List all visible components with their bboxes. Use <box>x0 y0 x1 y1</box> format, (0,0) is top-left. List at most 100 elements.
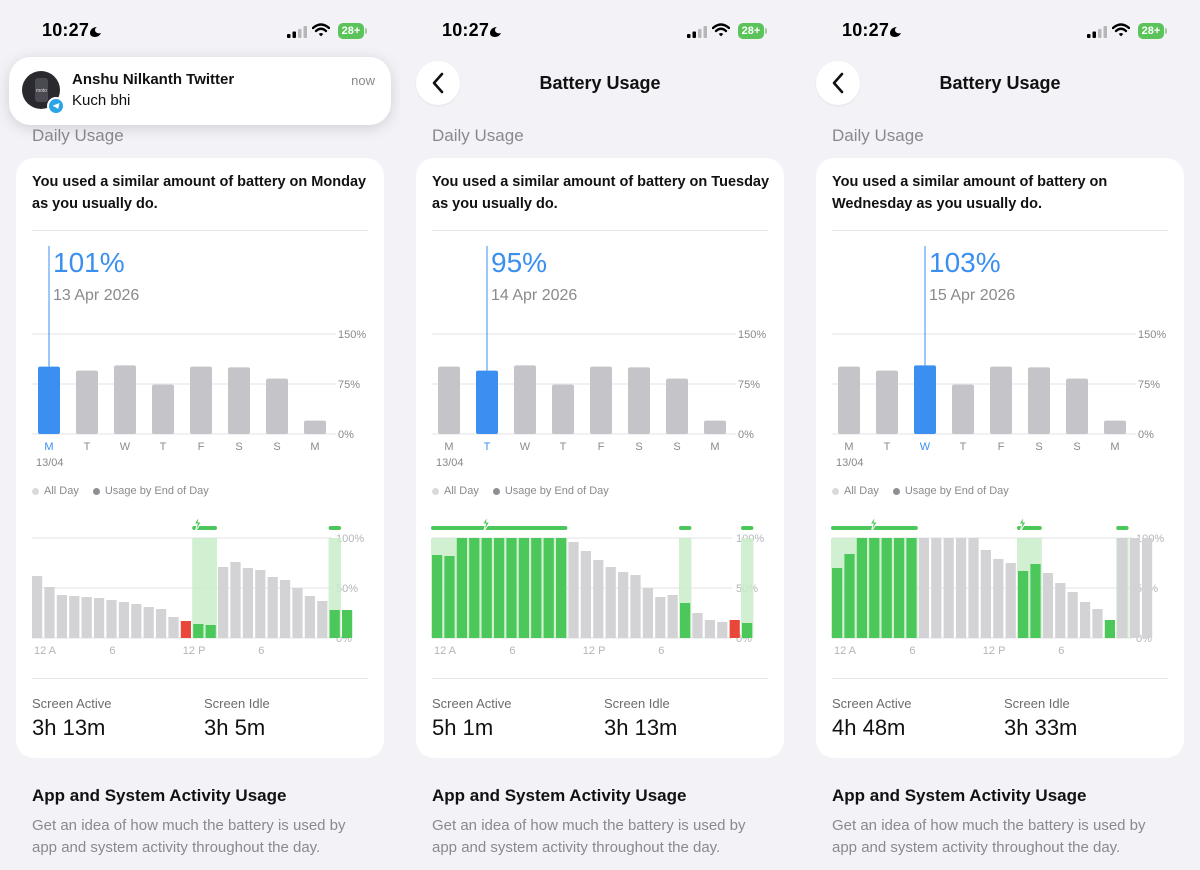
battery-level-bar <box>844 554 855 638</box>
section-title-daily-usage: Daily Usage <box>32 126 124 145</box>
y-tick-label: 0% <box>1138 429 1154 441</box>
battery-level-bar <box>44 587 55 638</box>
legend-label: Usage by End of Day <box>504 485 609 497</box>
screen-idle-label: Screen Idle <box>204 696 270 711</box>
daily-usage-bar <box>990 366 1012 434</box>
screen-active-value: 4h 48m <box>832 715 906 740</box>
battery-level-bar <box>205 625 216 638</box>
battery-level-bar <box>568 542 579 638</box>
daily-usage-bar <box>152 384 174 434</box>
notification-banner[interactable]: moto Anshu Nilkanth Twitter Kuch bhi now <box>9 57 391 125</box>
status-time: 10:27 <box>442 20 490 40</box>
charging-zone <box>741 538 754 638</box>
daily-usage-bar <box>304 420 326 434</box>
daily-usage-bar <box>438 366 460 434</box>
x-tick-label: S <box>635 441 642 453</box>
y-tick-label: 0% <box>338 429 354 441</box>
battery-charts: 150%75%0%95%14 Apr 2026MTWTFSSM13/04100%… <box>431 246 766 657</box>
legend-dot-icon <box>32 487 39 495</box>
wifi-icon <box>1111 23 1131 42</box>
battery-level-bar <box>1104 620 1115 638</box>
y-tick-label: 0% <box>738 429 754 441</box>
wifi-icon <box>711 23 731 42</box>
battery-level-bar <box>56 595 67 638</box>
phone-screen: 10:27 28+ <box>400 0 800 870</box>
battery-level-bar <box>729 620 740 638</box>
charging-indicator-bar <box>679 526 692 530</box>
callout-date: 13 Apr 2026 <box>53 287 139 304</box>
battery-level-bar <box>832 568 843 638</box>
battery-level-bar <box>742 623 753 638</box>
screen-active-value: 5h 1m <box>432 715 494 740</box>
avatar: moto <box>22 71 60 109</box>
divider <box>832 678 1168 679</box>
battery-level-bar <box>642 588 653 638</box>
screen-idle-value: 3h 5m <box>204 715 266 740</box>
nav-bar: Battery Usage <box>800 60 1200 108</box>
daily-usage-bar <box>876 370 898 434</box>
battery-level-bar <box>704 620 715 638</box>
cell-signal-icon <box>687 25 707 43</box>
x-tick-label: T <box>160 441 167 453</box>
battery-level-bar <box>943 538 954 638</box>
battery-level-bar <box>956 538 967 638</box>
daily-usage-bar <box>476 370 498 434</box>
screen-active-label: Screen Active <box>32 696 112 711</box>
battery-level-bar <box>1030 564 1041 638</box>
battery-level-bar <box>255 570 266 638</box>
y-tick-label: 150% <box>338 329 366 341</box>
battery-level-bar <box>906 538 917 638</box>
battery-level-bar <box>280 580 291 638</box>
battery-level-bar <box>580 551 591 638</box>
nav-bar: Battery Usage <box>400 60 800 108</box>
battery-level-bar <box>1067 592 1078 638</box>
back-button[interactable] <box>816 61 860 105</box>
chart-legend: All Day Usage by End of Day <box>832 485 1015 497</box>
battery-level-bar <box>106 600 117 638</box>
charging-bolt-icon <box>869 515 879 533</box>
chart-legend: All Day Usage by End of Day <box>432 485 615 497</box>
x-tick-label: F <box>198 441 205 453</box>
x-tick-label: 6 <box>109 645 115 657</box>
divider <box>32 230 368 231</box>
legend-dot-icon <box>832 487 839 495</box>
x-tick-label: M <box>844 441 853 453</box>
legend-item-all-day: All Day <box>32 485 79 497</box>
x-tick-label: F <box>998 441 1005 453</box>
battery-level-bar <box>218 567 229 638</box>
battery-level-bar <box>329 610 340 638</box>
battery-level-bar <box>131 604 142 638</box>
charging-indicator-bar <box>831 526 918 530</box>
battery-level-bar <box>593 560 604 638</box>
x-tick-label: F <box>598 441 605 453</box>
section-title-daily-usage: Daily Usage <box>432 126 524 145</box>
charging-bolt-icon <box>193 515 203 533</box>
battery-level-bar <box>968 538 979 638</box>
screen-idle-label: Screen Idle <box>1004 696 1070 711</box>
page-title: Battery Usage <box>939 73 1061 93</box>
battery-level-bar <box>1092 609 1103 638</box>
battery-level-bar <box>692 613 703 638</box>
app-activity-description: Get an idea of how much the battery is u… <box>832 817 1146 856</box>
notification-title: Anshu Nilkanth Twitter <box>72 71 235 88</box>
x-tick-label: W <box>120 441 131 453</box>
daily-usage-bar <box>952 384 974 434</box>
charging-indicator-bar <box>328 526 341 530</box>
battery-level-bar <box>1117 538 1128 638</box>
battery-level-bar <box>618 572 629 638</box>
x-tick-label: 12 A <box>34 645 57 657</box>
battery-level-bar <box>531 538 542 638</box>
charging-indicator-bar <box>1116 526 1129 530</box>
legend-item-all-day: All Day <box>832 485 879 497</box>
battery-level-bar <box>230 562 241 638</box>
divider <box>432 678 768 679</box>
avatar-text: moto <box>36 88 47 94</box>
daily-usage-bar <box>666 378 688 434</box>
back-button[interactable] <box>416 61 460 105</box>
battery-level-bar <box>317 601 328 638</box>
battery-level-bar <box>143 607 154 638</box>
battery-charts: 150%75%0%103%15 Apr 2026MTWTFSSM13/04100… <box>831 246 1166 657</box>
battery-level-bar <box>1042 573 1053 638</box>
x-tick-label: 12 A <box>834 645 857 657</box>
x-tick-label: 12 P <box>983 645 1006 657</box>
